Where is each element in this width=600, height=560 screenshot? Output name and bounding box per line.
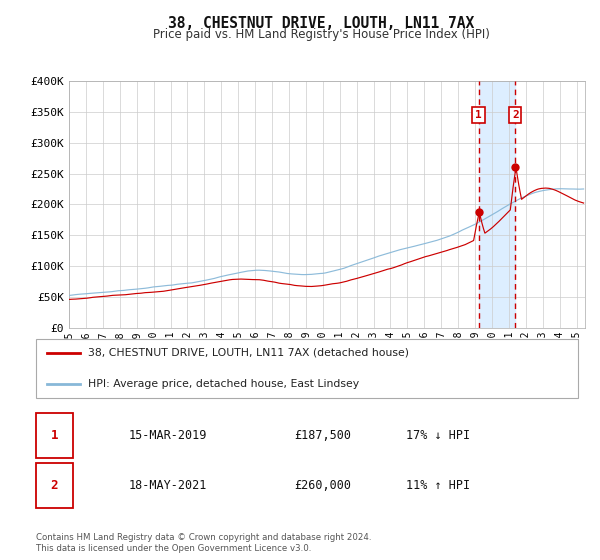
Text: £260,000: £260,000 [294,479,351,492]
Text: 38, CHESTNUT DRIVE, LOUTH, LN11 7AX: 38, CHESTNUT DRIVE, LOUTH, LN11 7AX [168,16,474,31]
Text: 17% ↓ HPI: 17% ↓ HPI [406,429,470,442]
Text: 15-MAR-2019: 15-MAR-2019 [129,429,208,442]
Bar [479,81,515,328]
Text: 38, CHESTNUT DRIVE, LOUTH, LN11 7AX (detached house): 38, CHESTNUT DRIVE, LOUTH, LN11 7AX (det… [88,348,409,358]
Text: £187,500: £187,500 [294,429,351,442]
Text: Contains HM Land Registry data © Crown copyright and database right 2024.: Contains HM Land Registry data © Crown c… [36,533,371,542]
Text: Price paid vs. HM Land Registry's House Price Index (HPI): Price paid vs. HM Land Registry's House … [152,28,490,41]
FancyBboxPatch shape [36,339,578,398]
Text: HPI: Average price, detached house, East Lindsey: HPI: Average price, detached house, East… [88,379,359,389]
Text: 2: 2 [50,479,58,492]
FancyBboxPatch shape [36,413,73,458]
Text: 18-MAY-2021: 18-MAY-2021 [129,479,208,492]
FancyBboxPatch shape [36,464,73,508]
Text: 2: 2 [512,110,518,120]
Text: This data is licensed under the Open Government Licence v3.0.: This data is licensed under the Open Gov… [36,544,311,553]
Text: 1: 1 [475,110,482,120]
Text: 1: 1 [50,429,58,442]
Text: 11% ↑ HPI: 11% ↑ HPI [406,479,470,492]
